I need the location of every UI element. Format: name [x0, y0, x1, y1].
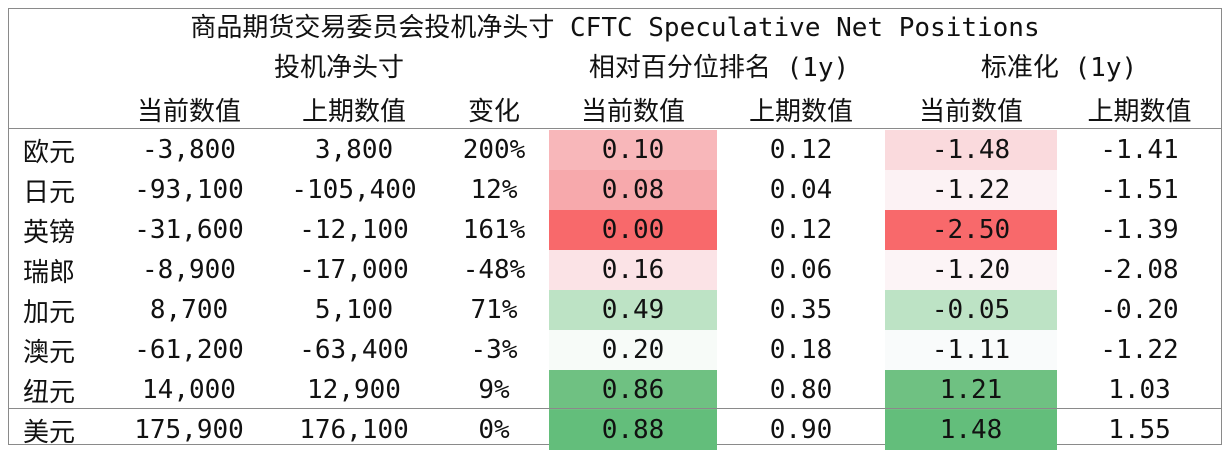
table-row: 澳元 -61,200 -63,400 -3% 0.20 0.18 -1.11 -1.22 — [9, 330, 1221, 370]
header-change: 变化 — [467, 96, 520, 127]
header-rank-current: 当前数值 — [580, 96, 685, 127]
table-row: 欧元 -3,800 3,800 200% 0.10 0.12 -1.48 -1.41 — [9, 130, 1221, 170]
cell-rank-current: 0.88 — [549, 410, 717, 450]
cell-change: 9% — [478, 375, 510, 405]
cell-std-current: 1.48 — [885, 410, 1057, 450]
table-row: 英镑 -31,600 -12,100 161% 0.00 0.12 -2.50 -1.39 — [9, 210, 1221, 250]
cell-net-previous: 12,900 — [307, 375, 401, 405]
cell-rank-current: 0.16 — [549, 250, 717, 290]
cell-net-previous: 5,100 — [314, 295, 394, 325]
cell-net-previous: -12,100 — [299, 215, 409, 245]
row-currency-name: 欧元 — [23, 137, 76, 168]
cell-rank-current: 0.49 — [549, 290, 717, 330]
cftc-table: 商品期货交易委员会投机净头寸 CFTC Speculative Net Posi… — [8, 8, 1222, 450]
header-std-current: 当前数值 — [918, 96, 1023, 127]
cell-change: 161% — [462, 215, 526, 245]
cell-std-current: -1.22 — [885, 170, 1057, 210]
cell-rank-previous: 0.80 — [769, 375, 833, 405]
cell-rank-previous: 0.04 — [769, 175, 833, 205]
row-currency-name: 英镑 — [23, 217, 76, 248]
cell-rank-previous: 0.06 — [769, 255, 833, 285]
cell-rank-current: 0.00 — [549, 210, 717, 250]
cell-change: 0% — [478, 415, 510, 445]
cell-std-previous: -1.22 — [1100, 335, 1179, 365]
row-currency-name: 纽元 — [23, 377, 76, 408]
cell-net-current: -61,200 — [134, 335, 244, 365]
cell-rank-current: 0.08 — [549, 170, 717, 210]
cell-net-previous: 176,100 — [299, 415, 409, 445]
column-header-row: 当前数值 上期数值 变化 当前数值 上期数值 当前数值 上期数值 — [9, 89, 1221, 129]
cell-change: 71% — [470, 295, 518, 325]
cell-std-previous: -1.51 — [1100, 175, 1179, 205]
table-row: 美元 175,900 176,100 0% 0.88 0.90 1.48 1.55 — [9, 410, 1221, 450]
cell-rank-previous: 0.35 — [769, 295, 833, 325]
row-currency-name: 美元 — [23, 417, 76, 448]
row-currency-name: 瑞郎 — [23, 257, 76, 288]
cell-net-previous: -17,000 — [299, 255, 409, 285]
cell-std-previous: 1.03 — [1108, 375, 1171, 405]
cell-std-current: -1.20 — [885, 250, 1057, 290]
cell-std-previous: -2.08 — [1100, 255, 1179, 285]
cell-rank-previous: 0.12 — [769, 215, 833, 245]
table-row: 瑞郎 -8,900 -17,000 -48% 0.16 0.06 -1.20 -2.08 — [9, 250, 1221, 290]
cell-net-current: 8,700 — [149, 295, 229, 325]
table-row: 日元 -93,100 -105,400 12% 0.08 0.04 -1.22 -1.51 — [9, 170, 1221, 210]
cell-rank-current: 0.86 — [549, 370, 717, 410]
header-net-current: 当前数值 — [136, 96, 241, 127]
cell-std-current: -1.11 — [885, 330, 1057, 370]
cell-change: 12% — [470, 175, 518, 205]
header-net-previous: 上期数值 — [301, 96, 406, 127]
cell-net-current: -93,100 — [134, 175, 244, 205]
table-title: 商品期货交易委员会投机净头寸 CFTC Speculative Net Posi… — [190, 13, 1040, 43]
cell-net-previous: -105,400 — [291, 175, 417, 205]
cell-net-current: -8,900 — [142, 255, 236, 285]
cell-std-previous: -1.39 — [1100, 215, 1179, 245]
row-currency-name: 日元 — [23, 177, 76, 208]
row-currency-name: 澳元 — [23, 337, 76, 368]
row-currency-name: 加元 — [23, 297, 76, 328]
cell-net-current: -31,600 — [134, 215, 244, 245]
header-divider — [9, 128, 1221, 129]
cell-net-current: 14,000 — [142, 375, 236, 405]
usd-row-divider — [9, 408, 1221, 409]
header-rank-previous: 上期数值 — [748, 96, 853, 127]
cell-std-current: 1.21 — [885, 370, 1057, 410]
cell-rank-previous: 0.12 — [769, 135, 833, 165]
cell-net-previous: 3,800 — [314, 135, 394, 165]
group-header-standardized: 标准化 (1y) — [980, 53, 1138, 83]
cell-net-previous: -63,400 — [299, 335, 409, 365]
cell-std-previous: -1.41 — [1100, 135, 1179, 165]
cell-rank-current: 0.20 — [549, 330, 717, 370]
cell-std-previous: 1.55 — [1108, 415, 1171, 445]
cell-net-current: 175,900 — [134, 415, 244, 445]
table-row: 纽元 14,000 12,900 9% 0.86 0.80 1.21 1.03 — [9, 370, 1221, 410]
cell-rank-current: 0.10 — [549, 130, 717, 170]
cell-rank-previous: 0.90 — [769, 415, 833, 445]
header-std-previous: 上期数值 — [1087, 96, 1192, 127]
cell-change: -48% — [462, 255, 526, 285]
cell-change: -3% — [470, 335, 518, 365]
group-header-percentile-rank: 相对百分位排名 (1y) — [588, 53, 850, 83]
cell-rank-previous: 0.18 — [769, 335, 833, 365]
cell-std-previous: -0.20 — [1100, 295, 1179, 325]
table-row: 加元 8,700 5,100 71% 0.49 0.35 -0.05 -0.20 — [9, 290, 1221, 330]
cell-net-current: -3,800 — [142, 135, 236, 165]
group-header-net-positions: 投机净头寸 — [273, 53, 404, 83]
cell-std-current: -0.05 — [885, 290, 1057, 330]
cell-std-current: -1.48 — [885, 130, 1057, 170]
cell-std-current: -2.50 — [885, 210, 1057, 250]
cell-change: 200% — [462, 135, 526, 165]
